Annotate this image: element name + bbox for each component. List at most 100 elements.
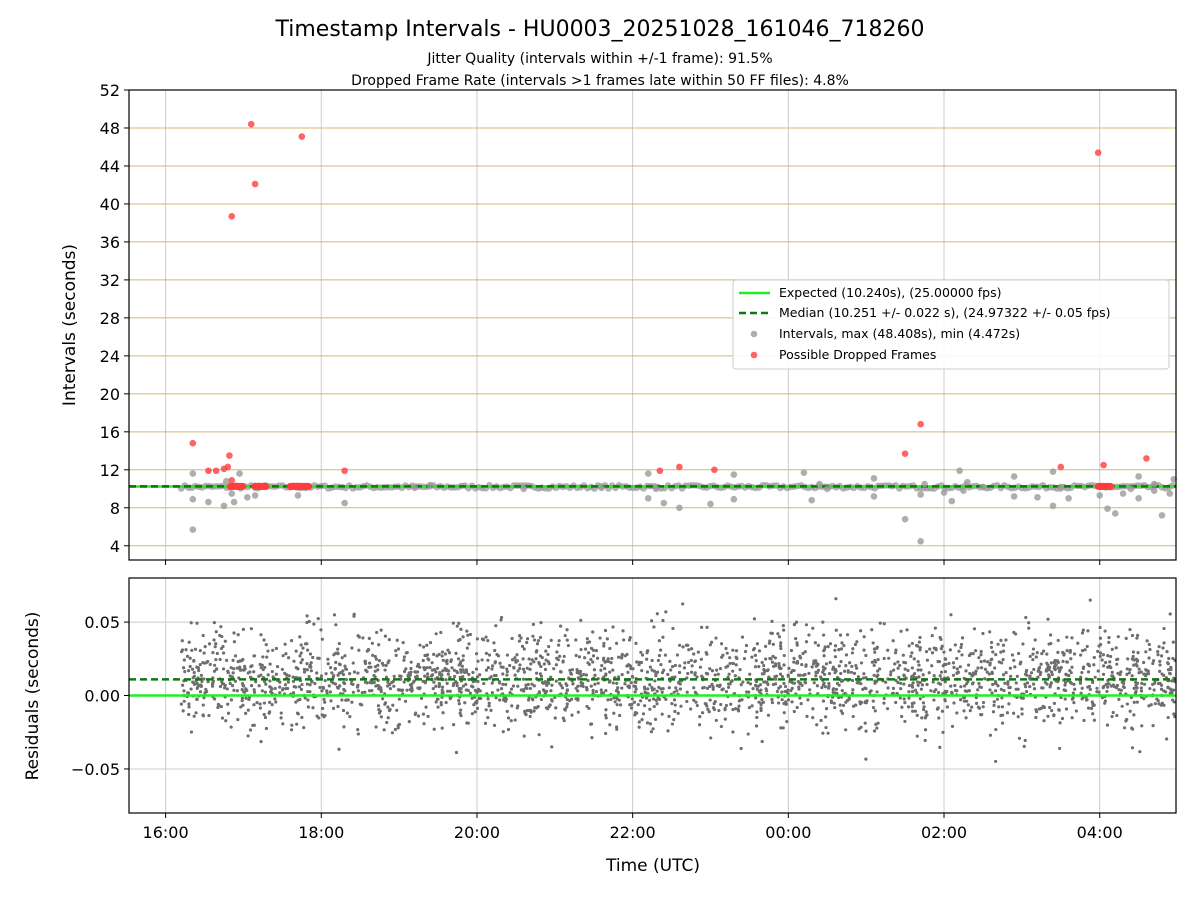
residual-point	[1108, 660, 1111, 663]
residual-point	[590, 736, 593, 739]
interval-point	[236, 470, 243, 477]
residual-point	[233, 640, 236, 643]
residual-point	[1057, 687, 1060, 690]
residual-point	[648, 699, 651, 702]
residual-point	[539, 621, 542, 624]
residual-point	[699, 666, 702, 669]
residual-point	[1011, 653, 1014, 656]
residual-point	[342, 725, 345, 728]
residual-point	[903, 674, 906, 677]
residual-point	[1126, 667, 1129, 670]
residual-point	[459, 687, 462, 690]
residual-point	[1160, 688, 1163, 691]
residual-point	[540, 675, 543, 678]
residual-point	[640, 718, 643, 721]
residual-point	[1065, 660, 1068, 663]
residual-point	[538, 733, 541, 736]
residual-point	[199, 649, 202, 652]
residual-point	[957, 650, 960, 653]
residual-point	[650, 619, 653, 622]
residual-point	[644, 691, 647, 694]
residual-point	[726, 652, 729, 655]
residual-point	[1034, 708, 1037, 711]
residual-point	[942, 650, 945, 653]
residual-point	[1126, 702, 1129, 705]
residual-point	[489, 709, 492, 712]
residual-point	[422, 680, 425, 683]
residual-point	[657, 659, 660, 662]
residual-point	[242, 668, 245, 671]
residual-point	[1101, 658, 1104, 661]
interval-point	[676, 504, 683, 511]
residual-point	[886, 707, 889, 710]
residual-point	[822, 654, 825, 657]
interval-point	[1050, 468, 1057, 475]
residual-point	[239, 705, 242, 708]
residual-point	[431, 661, 434, 664]
residual-point	[323, 701, 326, 704]
dropped-frame-point	[225, 464, 232, 471]
residual-point	[825, 662, 828, 665]
residual-point	[925, 713, 928, 716]
residual-point	[334, 682, 337, 685]
residual-point	[983, 659, 986, 662]
residual-point	[518, 663, 521, 666]
residual-point	[673, 698, 676, 701]
residual-point	[1112, 711, 1115, 714]
residual-point	[764, 657, 767, 660]
residual-point	[771, 661, 774, 664]
residual-point	[273, 697, 276, 700]
residual-point	[324, 672, 327, 675]
residual-point	[191, 668, 194, 671]
residual-point	[238, 665, 241, 668]
residual-point	[225, 659, 228, 662]
residual-point	[574, 638, 577, 641]
residual-point	[467, 722, 470, 725]
residual-point	[578, 655, 581, 658]
residual-point	[220, 680, 223, 683]
residual-point	[800, 663, 803, 666]
residual-point	[669, 668, 672, 671]
residual-point	[892, 669, 895, 672]
residual-point	[466, 646, 469, 649]
residual-point	[549, 689, 552, 692]
residual-point	[991, 683, 994, 686]
residual-point	[864, 700, 867, 703]
residual-point	[1104, 629, 1107, 632]
residual-point	[414, 711, 417, 714]
chart-subtitle-1: Jitter Quality (intervals within +/-1 fr…	[426, 51, 772, 67]
dropped-frame-point	[299, 133, 306, 140]
residual-point	[434, 677, 437, 680]
residual-point	[300, 643, 303, 646]
residual-point	[1034, 638, 1037, 641]
residual-point	[1040, 652, 1043, 655]
residual-point	[237, 633, 240, 636]
residual-point	[214, 645, 217, 648]
residual-point	[221, 645, 224, 648]
interval-point	[816, 481, 823, 488]
residual-point	[833, 649, 836, 652]
residual-point	[839, 660, 842, 663]
residual-point	[664, 653, 667, 656]
residual-point	[780, 691, 783, 694]
residual-point	[332, 653, 335, 656]
residual-point	[1057, 639, 1060, 642]
residual-point	[609, 698, 612, 701]
residual-point	[811, 627, 814, 630]
residual-point	[803, 673, 806, 676]
residual-point	[369, 681, 372, 684]
residual-point	[1166, 661, 1169, 664]
interval-point	[598, 485, 605, 492]
residual-point	[182, 709, 185, 712]
residual-point	[937, 682, 940, 685]
residual-point	[287, 656, 290, 659]
residual-point	[822, 699, 825, 702]
residual-point	[486, 639, 489, 642]
residual-point	[282, 687, 285, 690]
residual-point	[969, 709, 972, 712]
interval-point	[411, 485, 418, 492]
residual-point	[691, 664, 694, 667]
residual-point	[565, 628, 568, 631]
residual-point	[687, 661, 690, 664]
residual-point	[1081, 697, 1084, 700]
